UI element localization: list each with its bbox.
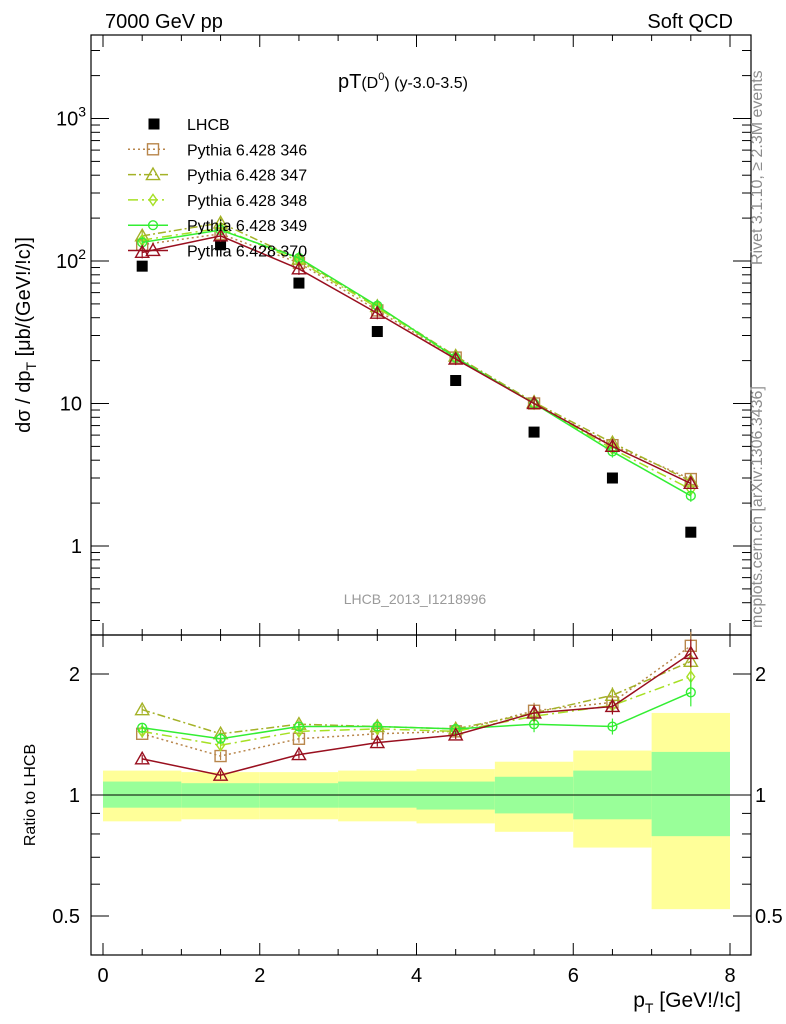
legend: LHCB Pythia 6.428 346 Pythia 6.428 347 Pyth…	[128, 117, 307, 261]
y-axis-label: dσ / dpT [μb/(GeV!/!c)]	[13, 237, 39, 433]
ratio-tick-label: 2	[69, 664, 80, 686]
legend-marker-lhcb	[148, 118, 160, 130]
ratio-line-p347	[141, 660, 692, 735]
ratio-marker-p349	[372, 721, 383, 732]
marker-p370	[134, 244, 150, 259]
legend-label-p347: Pythia 6.428 347	[187, 168, 307, 185]
data-point-lhcb	[136, 260, 148, 272]
series-line-p347	[142, 222, 692, 482]
band-inner-bin	[651, 751, 730, 837]
series-line-p348	[142, 227, 692, 490]
y-tick-label: 102	[56, 246, 86, 273]
ratio-line-p349	[142, 691, 692, 740]
ratio-marker-p348	[137, 724, 147, 739]
ratio-tick-label-right: 0.5	[755, 906, 783, 928]
ratio-axis-label: Ratio to LHCB	[22, 744, 39, 846]
ratio-marker-p370	[212, 767, 229, 781]
ratio-tick-label-right: 2	[755, 664, 766, 686]
ratio-marker-p349	[685, 687, 696, 698]
ratio-tick-label: 0.5	[52, 906, 80, 928]
legend-label-p370: Pythia 6.428 370	[187, 244, 307, 261]
data-point-lhcb	[371, 326, 383, 338]
ratio-series-group	[134, 631, 699, 781]
ratio-marker-p370	[291, 746, 307, 761]
legend-marker-p346	[146, 143, 160, 156]
y-tick-label: 1	[71, 536, 82, 558]
ratio-marker-p370	[369, 734, 386, 749]
ratio-tick-label-right: 1	[755, 785, 766, 807]
ratio-marker-p349	[137, 722, 148, 733]
series-line-p346	[142, 233, 692, 480]
ratio-marker-p370	[526, 704, 542, 719]
legend-label-p348: Pythia 6.428 348	[187, 193, 307, 210]
analysis-watermark: LHCB_2013_I1218996	[344, 591, 487, 607]
y-tick-label: 103	[56, 104, 86, 131]
data-point-lhcb	[606, 472, 618, 484]
ratio-marker-p370	[447, 727, 464, 741]
ratio-tick-label: 1	[69, 785, 80, 807]
ratio-marker-p370	[134, 750, 150, 765]
legend-marker-p349	[147, 220, 159, 231]
x-axis-label: pT [GeV!/!c]	[633, 989, 741, 1016]
main-series-group	[134, 214, 699, 538]
axis-ticks: 0 2 4 6 8 1 10 102 103 0.5 0.5 1 1 2 2	[52, 35, 783, 987]
ratio-marker-p349	[607, 721, 618, 732]
plot-title: pT(D0) (y-3.0-3.5)	[338, 71, 468, 93]
x-tick-label: 4	[411, 965, 422, 987]
uncertainty-bands	[103, 712, 730, 910]
x-tick-label: 8	[724, 965, 735, 987]
process-label: Soft QCD	[647, 11, 733, 33]
source-label: mcplots.cern.ch [arXiv:1306.3436]	[749, 386, 766, 628]
ratio-line-p370	[142, 652, 692, 776]
data-point-lhcb	[215, 239, 227, 251]
ratio-marker-p349	[215, 733, 226, 744]
x-tick-label: 6	[568, 965, 579, 987]
legend-marker-p370	[145, 242, 161, 257]
legend-marker-p348	[148, 193, 158, 207]
ratio-marker-p348	[294, 724, 304, 739]
ratio-marker-p347	[134, 701, 150, 716]
marker-p370	[369, 305, 386, 319]
ratio-line-p346	[141, 645, 692, 757]
y-tick-label: 10	[60, 394, 82, 416]
legend-label-p346: Pythia 6.428 346	[187, 142, 307, 159]
ratio-marker-p370	[683, 645, 699, 660]
legend-label-p349: Pythia 6.428 349	[187, 218, 307, 235]
data-point-lhcb	[450, 375, 462, 387]
ratio-marker-p370	[604, 698, 621, 713]
marker-p370	[212, 227, 229, 242]
series-line-p370	[142, 235, 692, 485]
data-point-lhcb	[528, 426, 540, 438]
energy-label: 7000 GeV pp	[105, 11, 223, 33]
rivet-label: Rivet 3.1.10, ≥ 2.3M events	[749, 70, 766, 265]
marker-p370	[604, 438, 621, 453]
marker-p349	[685, 490, 696, 501]
x-tick-label: 2	[254, 965, 265, 987]
band-inner-bin	[416, 781, 495, 810]
marker-p370	[526, 395, 542, 410]
marker-p370	[683, 475, 699, 490]
x-tick-label: 0	[97, 965, 108, 987]
data-point-lhcb	[685, 526, 697, 538]
marker-p370	[447, 351, 464, 365]
data-point-lhcb	[293, 277, 305, 289]
legend-label-LHCB: LHCB	[187, 117, 230, 134]
legend-marker-p347	[145, 166, 161, 181]
series-line-p349	[142, 229, 692, 497]
marker-p370	[291, 260, 307, 275]
ratio-marker-p348	[215, 738, 226, 752]
ratio-marker-p349	[293, 721, 305, 732]
